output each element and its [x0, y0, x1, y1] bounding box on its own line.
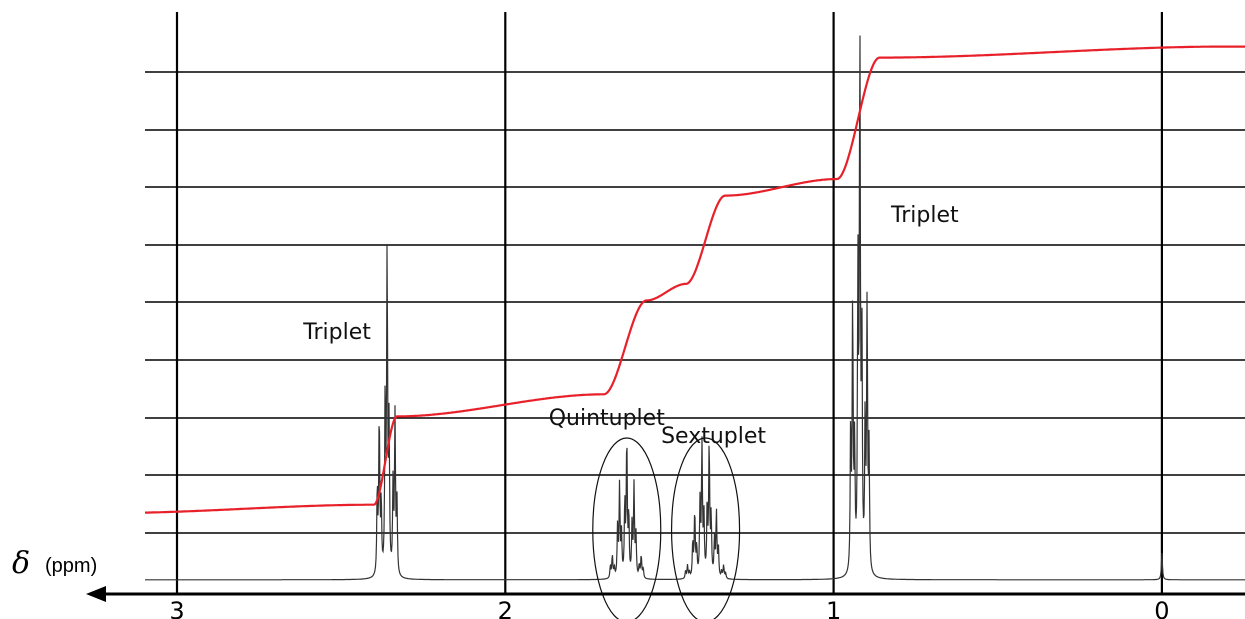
x-tick-label: 3: [169, 597, 184, 619]
x-tick-label: 1: [826, 597, 841, 619]
x-axis-symbol: δ: [12, 546, 30, 581]
peak-annotation: Sextuplet: [661, 424, 766, 449]
peak-annotation: Quintuplet: [549, 406, 665, 431]
vertical-gridlines: [175, 12, 1164, 594]
x-tick-label: 0: [1154, 597, 1169, 619]
integral-line: [145, 45, 1245, 514]
multiplet-highlights: [592, 437, 741, 619]
peak-annotation: Triplet: [302, 320, 371, 345]
x-tick-label: 2: [498, 597, 513, 619]
integral-curve: [145, 45, 1245, 514]
multiplet-ellipse: [592, 437, 662, 619]
peak-annotation: Triplet: [890, 203, 959, 228]
x-axis-arrowhead: [86, 586, 106, 602]
spectrum-line: [145, 35, 1245, 581]
multiplet-ellipse: [670, 437, 741, 619]
x-axis-unit: (ppm): [45, 555, 97, 577]
x-tick-labels: 3 2 1 0: [169, 597, 1169, 619]
horizontal-gridlines: [145, 71, 1245, 534]
spectrum-trace: [145, 35, 1245, 581]
